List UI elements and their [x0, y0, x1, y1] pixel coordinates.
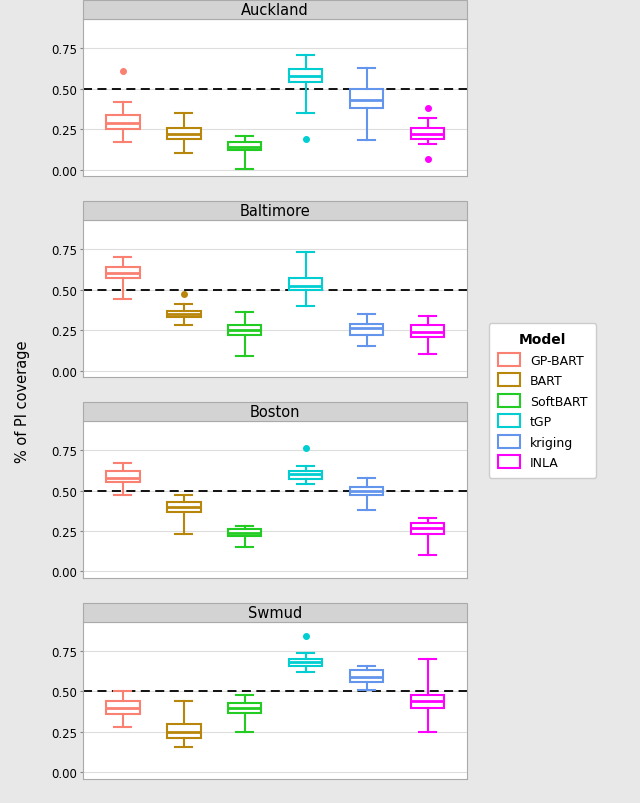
Text: Baltimore: Baltimore [240, 204, 310, 219]
Text: Swmud: Swmud [248, 605, 302, 620]
PathPatch shape [350, 324, 383, 336]
PathPatch shape [350, 90, 383, 109]
Text: Boston: Boston [250, 405, 300, 419]
PathPatch shape [228, 703, 262, 712]
FancyBboxPatch shape [83, 402, 467, 422]
PathPatch shape [167, 724, 200, 739]
FancyBboxPatch shape [83, 603, 467, 622]
PathPatch shape [411, 524, 444, 535]
PathPatch shape [350, 487, 383, 495]
PathPatch shape [167, 312, 200, 318]
FancyBboxPatch shape [83, 2, 467, 20]
PathPatch shape [106, 116, 140, 130]
Text: Auckland: Auckland [241, 3, 309, 18]
PathPatch shape [228, 530, 262, 536]
PathPatch shape [289, 471, 323, 479]
PathPatch shape [289, 70, 323, 84]
PathPatch shape [106, 471, 140, 483]
PathPatch shape [167, 502, 200, 512]
PathPatch shape [289, 659, 323, 666]
FancyBboxPatch shape [83, 202, 467, 221]
Text: % of PI coverage: % of PI coverage [15, 340, 30, 463]
PathPatch shape [411, 326, 444, 337]
PathPatch shape [106, 701, 140, 714]
PathPatch shape [350, 671, 383, 682]
PathPatch shape [289, 279, 323, 290]
PathPatch shape [106, 267, 140, 279]
PathPatch shape [167, 128, 200, 140]
PathPatch shape [228, 326, 262, 336]
PathPatch shape [228, 143, 262, 151]
Legend: GP-BART, BART, SoftBART, tGP, kriging, INLA: GP-BART, BART, SoftBART, tGP, kriging, I… [489, 324, 596, 479]
PathPatch shape [411, 128, 444, 140]
PathPatch shape [411, 695, 444, 707]
